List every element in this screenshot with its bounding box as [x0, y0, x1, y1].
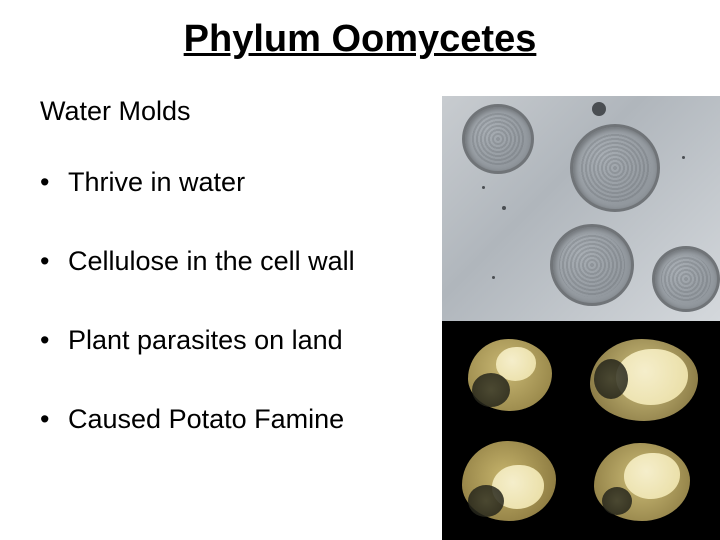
speck-icon [682, 156, 685, 159]
spore-icon [462, 104, 534, 174]
potato-flesh-icon [624, 453, 680, 499]
potato-rot-icon [472, 373, 510, 407]
slide-title: Phylum Oomycetes [0, 0, 720, 71]
potato-icon [594, 443, 690, 521]
potato-icon [462, 441, 556, 521]
potato-rot-icon [468, 485, 504, 517]
spore-icon [652, 246, 720, 312]
speck-icon [502, 206, 506, 210]
potato-icon [468, 339, 552, 411]
spores-micrograph-image [442, 96, 720, 321]
potato-blight-image [442, 321, 720, 540]
speck-icon [492, 276, 495, 279]
potato-rot-icon [602, 487, 632, 515]
speck-icon [592, 102, 606, 116]
potato-icon [590, 339, 698, 421]
speck-icon [482, 186, 485, 189]
spore-icon [570, 124, 660, 212]
spore-icon [550, 224, 634, 306]
potato-rot-icon [594, 359, 628, 399]
